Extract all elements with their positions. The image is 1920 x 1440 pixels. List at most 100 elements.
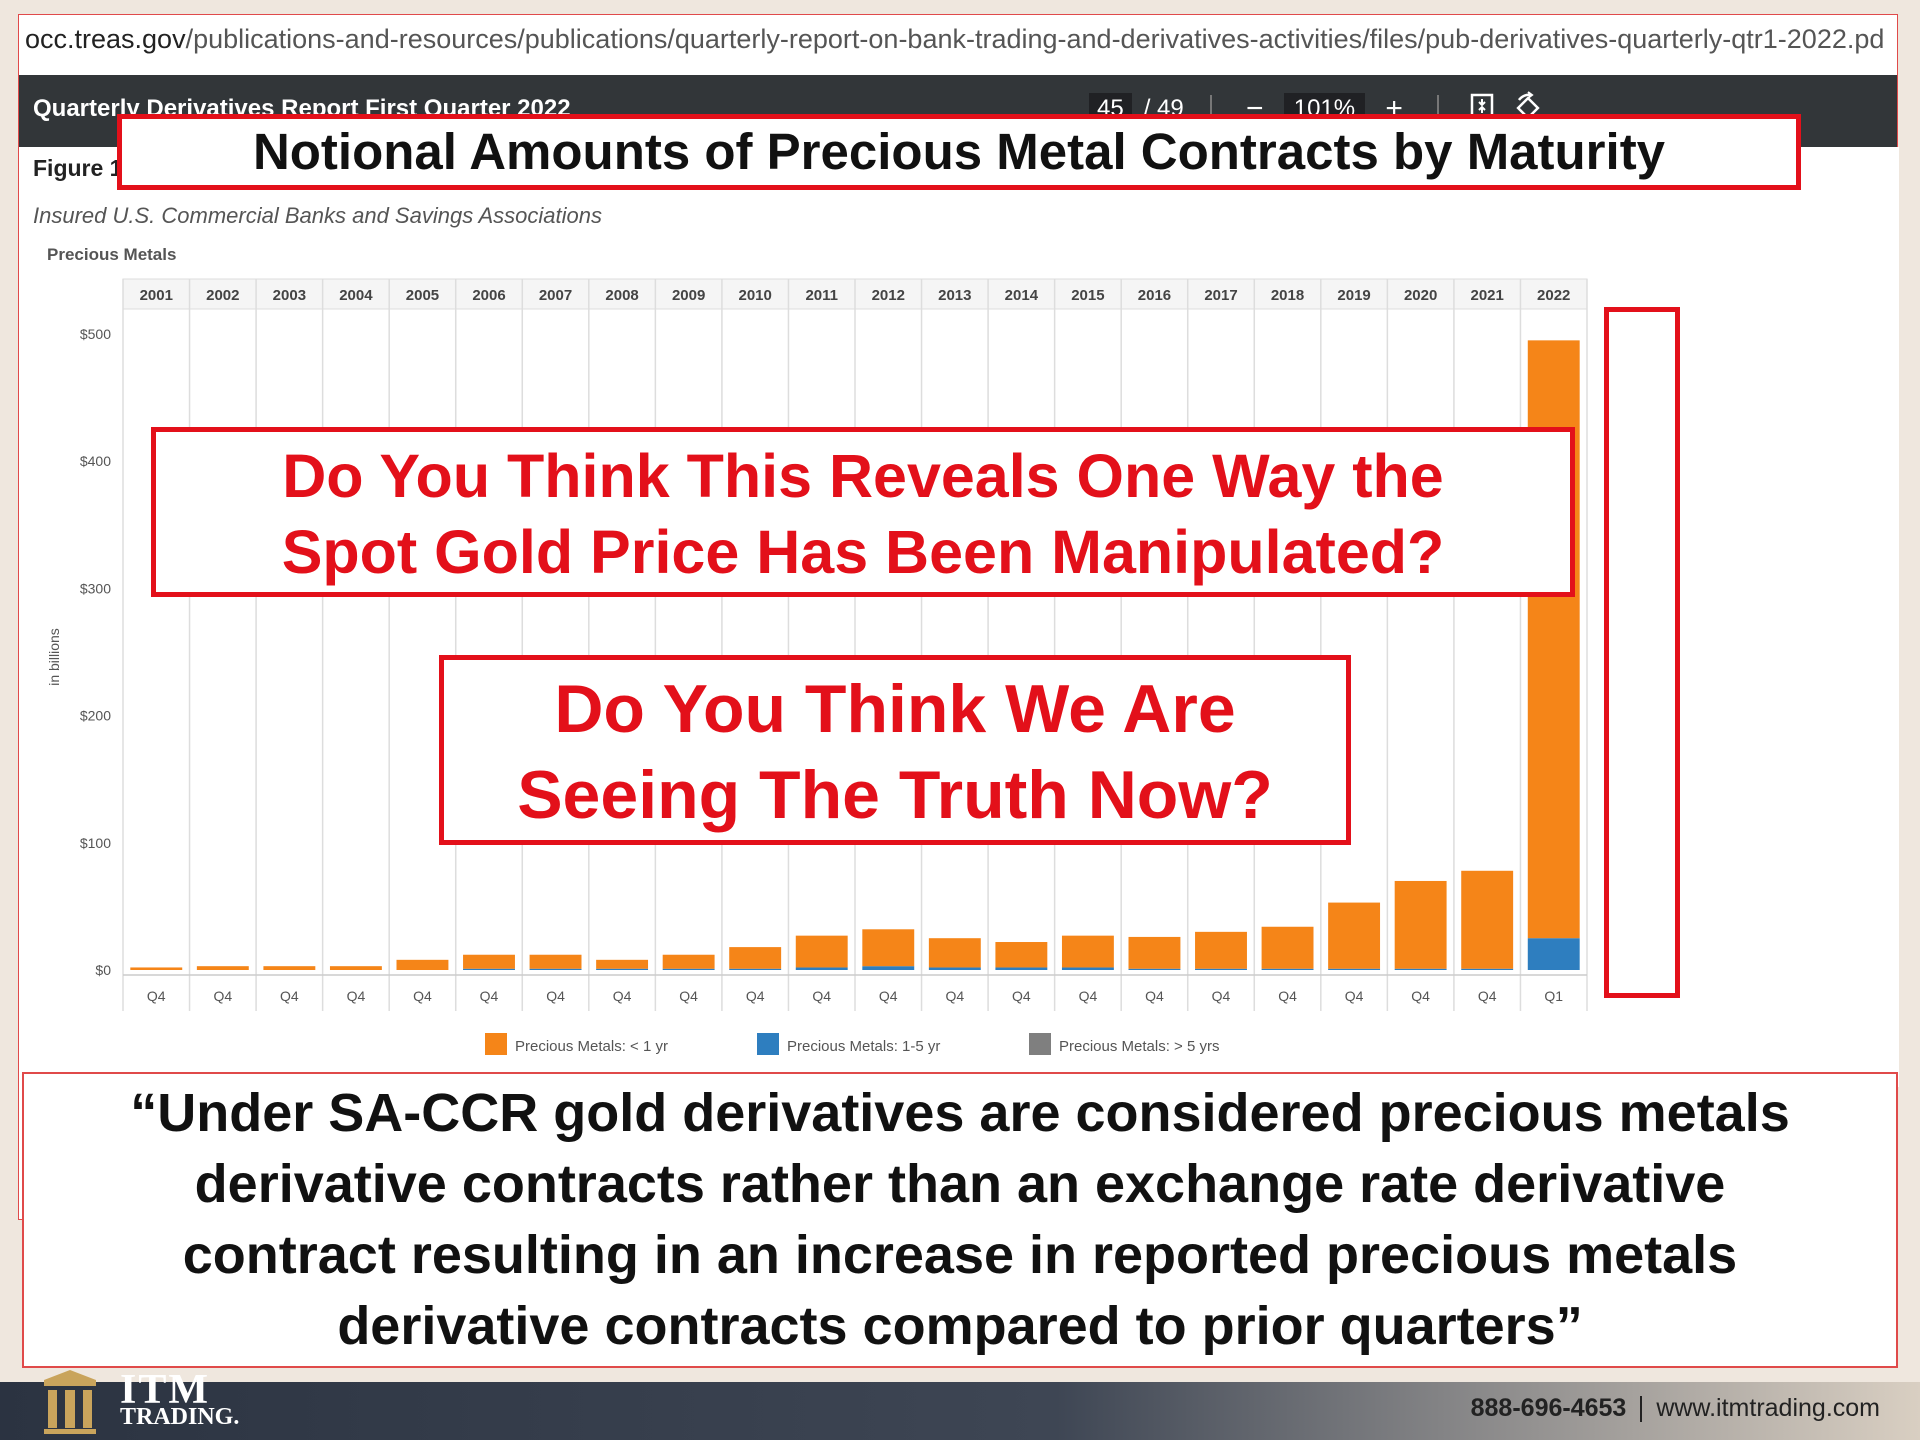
bar-segment bbox=[596, 959, 649, 969]
quote-box: “Under SA-CCR gold derivatives are consi… bbox=[22, 1072, 1898, 1368]
bar-segment bbox=[529, 968, 582, 970]
y-tick-label: $500 bbox=[80, 326, 111, 342]
bar-segment bbox=[928, 967, 981, 970]
bar-segment bbox=[529, 954, 582, 969]
x-tick-label: Q4 bbox=[347, 988, 366, 1004]
logo-itm-text: ITM bbox=[120, 1367, 210, 1413]
highlight-2022-box bbox=[1604, 307, 1680, 998]
x-tick-label: Q4 bbox=[812, 988, 831, 1004]
legend-label: Precious Metals: 1-5 yr bbox=[787, 1038, 940, 1055]
x-tick-label: Q4 bbox=[147, 988, 166, 1004]
x-tick-label: Q4 bbox=[1012, 988, 1031, 1004]
panel-label: Precious Metals bbox=[47, 245, 177, 264]
y-tick-label: $400 bbox=[80, 453, 111, 469]
bar-segment bbox=[130, 967, 183, 970]
x-tick-label: Q4 bbox=[1212, 988, 1231, 1004]
y-tick-label: $200 bbox=[80, 708, 111, 724]
pillar-logo-icon bbox=[44, 1370, 96, 1434]
bar-segment bbox=[1328, 902, 1381, 969]
year-header-label: 2019 bbox=[1337, 287, 1370, 304]
x-tick-label: Q4 bbox=[480, 988, 499, 1004]
quote-line-3: contract resulting in an increase in rep… bbox=[182, 1225, 1738, 1285]
year-header-label: 2014 bbox=[1005, 287, 1039, 304]
bar-segment bbox=[396, 959, 449, 970]
bar-segment bbox=[1527, 938, 1580, 970]
bar-segment bbox=[263, 966, 316, 970]
bar-segment bbox=[1328, 968, 1381, 970]
bar-segment bbox=[662, 954, 715, 969]
x-tick-label: Q4 bbox=[1478, 988, 1497, 1004]
quote-line-2: derivative contracts rather than an exch… bbox=[194, 1154, 1726, 1214]
bar-segment bbox=[1061, 935, 1114, 968]
x-tick-label: Q4 bbox=[280, 988, 299, 1004]
bar-segment bbox=[928, 938, 981, 968]
y-axis-label: in billions bbox=[46, 628, 62, 686]
question-callout-2: Do You Think We Are Seeing The Truth Now… bbox=[439, 655, 1351, 845]
year-header-label: 2013 bbox=[938, 287, 971, 304]
slide-frame: occ.treas.gov/publications-and-resources… bbox=[18, 14, 1899, 1220]
legend-swatch bbox=[485, 1033, 507, 1055]
bar-segment bbox=[795, 967, 848, 970]
bar-segment bbox=[1128, 936, 1181, 969]
address-bar[interactable]: occ.treas.gov/publications-and-resources… bbox=[19, 15, 1897, 63]
year-header-label: 2004 bbox=[339, 287, 373, 304]
question2-line2: Seeing The Truth Now? bbox=[517, 757, 1273, 833]
legend-label: Precious Metals: > 5 yrs bbox=[1059, 1038, 1219, 1055]
year-header-label: 2009 bbox=[672, 287, 705, 304]
x-tick-label: Q4 bbox=[746, 988, 765, 1004]
quote-line-1: “Under SA-CCR gold derivatives are consi… bbox=[130, 1083, 1790, 1143]
bar-segment bbox=[1261, 926, 1314, 969]
url-path: /publications-and-resources/publications… bbox=[185, 24, 1885, 54]
year-header-label: 2022 bbox=[1537, 287, 1570, 304]
x-tick-label: Q4 bbox=[1145, 988, 1164, 1004]
toolbar-divider bbox=[1437, 95, 1440, 123]
bar-segment bbox=[1394, 880, 1447, 969]
bar-segment bbox=[1461, 870, 1514, 969]
legend-label: Precious Metals: < 1 yr bbox=[515, 1038, 668, 1055]
x-tick-label: Q4 bbox=[1345, 988, 1364, 1004]
question2-line1: Do You Think We Are bbox=[554, 671, 1236, 747]
bar-segment bbox=[795, 935, 848, 968]
url-host: occ.treas.gov bbox=[25, 24, 186, 54]
bar-segment bbox=[862, 966, 915, 970]
x-tick-label: Q4 bbox=[1079, 988, 1098, 1004]
bar-segment bbox=[729, 947, 782, 969]
x-tick-label: Q4 bbox=[879, 988, 898, 1004]
year-header-label: 2011 bbox=[805, 287, 838, 304]
title-callout: Notional Amounts of Precious Metal Contr… bbox=[117, 114, 1801, 190]
pdf-page: Figure 1 Insured U.S. Commercial Banks a… bbox=[19, 147, 1899, 1087]
year-header-label: 2002 bbox=[206, 287, 239, 304]
callout-title-text: Notional Amounts of Precious Metal Contr… bbox=[252, 123, 1666, 180]
bar-segment bbox=[196, 966, 249, 970]
year-header-label: 2018 bbox=[1271, 287, 1304, 304]
bar-segment bbox=[1261, 968, 1314, 970]
bar-segment bbox=[329, 966, 382, 970]
year-header-label: 2017 bbox=[1204, 287, 1237, 304]
x-tick-label: Q4 bbox=[945, 988, 964, 1004]
itm-logo: ITM TRADING. bbox=[40, 1366, 270, 1440]
year-header-label: 2007 bbox=[539, 287, 572, 304]
year-header-label: 2021 bbox=[1470, 287, 1503, 304]
x-tick-label: Q4 bbox=[546, 988, 565, 1004]
x-tick-label: Q4 bbox=[413, 988, 432, 1004]
bar-segment bbox=[862, 929, 915, 967]
figure-subtitle: Insured U.S. Commercial Banks and Saving… bbox=[33, 203, 602, 228]
bar-segment bbox=[729, 968, 782, 970]
x-tick-label: Q4 bbox=[213, 988, 232, 1004]
logo-trading-text: TRADING. bbox=[120, 1404, 240, 1430]
bar-segment bbox=[1195, 968, 1247, 970]
bar-segment bbox=[1394, 968, 1447, 970]
y-tick-label: $100 bbox=[80, 835, 111, 851]
rotate-icon[interactable] bbox=[1511, 91, 1545, 127]
x-tick-label: Q4 bbox=[613, 988, 632, 1004]
year-header-label: 2016 bbox=[1138, 287, 1171, 304]
bar-segment bbox=[1061, 967, 1114, 970]
year-header-label: 2010 bbox=[738, 287, 771, 304]
bar-segment bbox=[596, 968, 649, 970]
toolbar-divider bbox=[1209, 95, 1212, 123]
phone-number[interactable]: 888-696-4653 bbox=[1470, 1394, 1627, 1422]
website-link[interactable]: www.itmtrading.com bbox=[1656, 1394, 1880, 1422]
x-tick-label: Q4 bbox=[1411, 988, 1430, 1004]
year-header-label: 2015 bbox=[1071, 287, 1104, 304]
x-tick-label: Q4 bbox=[679, 988, 698, 1004]
